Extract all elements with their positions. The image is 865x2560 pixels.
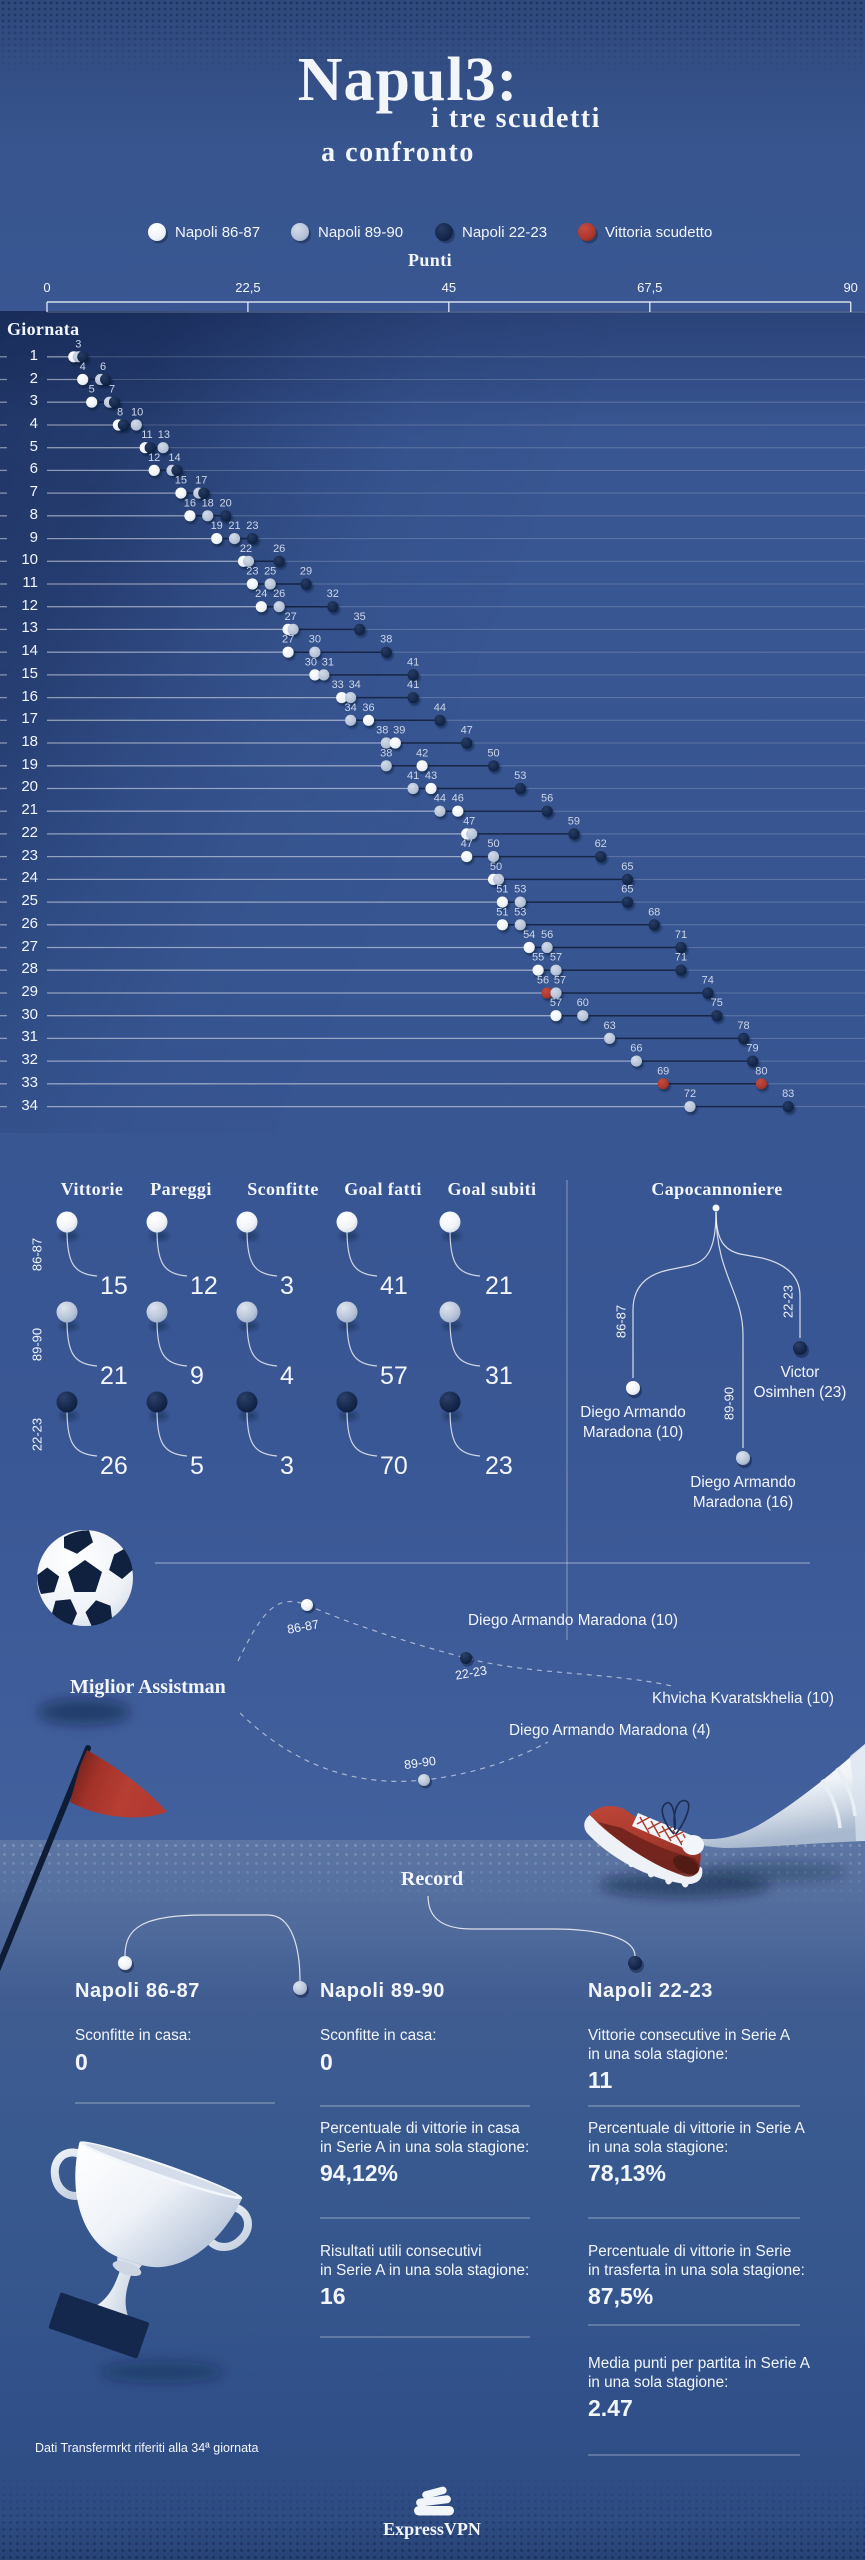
svg-text:57: 57 — [550, 997, 562, 1009]
svg-text:56: 56 — [541, 793, 553, 805]
svg-text:18: 18 — [202, 497, 214, 509]
svg-text:47: 47 — [461, 725, 473, 737]
svg-text:59: 59 — [568, 815, 580, 827]
svg-text:23: 23 — [246, 520, 258, 532]
svg-text:53: 53 — [514, 884, 526, 896]
svg-text:43: 43 — [425, 770, 437, 782]
svg-text:20: 20 — [219, 497, 231, 509]
svg-text:26: 26 — [273, 543, 285, 555]
svg-text:30: 30 — [309, 634, 321, 646]
svg-text:23: 23 — [246, 566, 258, 578]
svg-text:55: 55 — [532, 952, 544, 964]
svg-text:36: 36 — [362, 702, 374, 714]
svg-text:38: 38 — [376, 725, 388, 737]
svg-text:74: 74 — [702, 975, 714, 987]
svg-text:71: 71 — [675, 952, 687, 964]
svg-text:42: 42 — [416, 747, 428, 759]
svg-text:13: 13 — [158, 429, 170, 441]
svg-text:60: 60 — [577, 997, 589, 1009]
svg-text:54: 54 — [523, 929, 535, 941]
svg-text:27: 27 — [282, 634, 294, 646]
svg-text:66: 66 — [630, 1043, 642, 1055]
svg-text:57: 57 — [554, 975, 566, 987]
svg-text:57: 57 — [550, 952, 562, 964]
svg-text:72: 72 — [684, 1088, 696, 1100]
svg-text:6: 6 — [100, 361, 106, 373]
svg-text:17: 17 — [195, 475, 207, 487]
svg-text:5: 5 — [89, 384, 95, 396]
svg-text:75: 75 — [711, 997, 723, 1009]
svg-text:14: 14 — [168, 452, 180, 464]
svg-text:83: 83 — [782, 1088, 794, 1100]
svg-text:4: 4 — [80, 361, 86, 373]
svg-text:41: 41 — [407, 656, 419, 668]
svg-text:22: 22 — [240, 543, 252, 555]
svg-text:56: 56 — [537, 975, 549, 987]
svg-text:19: 19 — [211, 520, 223, 532]
svg-text:41: 41 — [407, 770, 419, 782]
svg-text:46: 46 — [452, 793, 464, 805]
svg-text:78: 78 — [737, 1020, 749, 1032]
svg-text:27: 27 — [284, 611, 296, 623]
svg-text:35: 35 — [353, 611, 365, 623]
svg-text:51: 51 — [496, 906, 508, 918]
svg-text:51: 51 — [496, 884, 508, 896]
svg-text:44: 44 — [434, 793, 446, 805]
svg-text:25: 25 — [264, 566, 276, 578]
svg-text:34: 34 — [349, 679, 361, 691]
svg-text:31: 31 — [322, 656, 334, 668]
svg-text:68: 68 — [648, 906, 660, 918]
svg-text:24: 24 — [255, 588, 267, 600]
svg-text:8: 8 — [117, 407, 123, 419]
svg-text:11: 11 — [141, 429, 152, 441]
svg-text:65: 65 — [621, 884, 633, 896]
svg-text:47: 47 — [461, 838, 473, 850]
svg-text:69: 69 — [657, 1065, 669, 1077]
svg-text:12: 12 — [148, 452, 160, 464]
svg-text:33: 33 — [332, 679, 344, 691]
svg-text:30: 30 — [305, 656, 317, 668]
svg-text:65: 65 — [621, 861, 633, 873]
svg-text:38: 38 — [380, 747, 392, 759]
svg-text:15: 15 — [175, 475, 187, 487]
svg-text:62: 62 — [595, 838, 607, 850]
svg-text:38: 38 — [380, 634, 392, 646]
svg-text:50: 50 — [487, 747, 499, 759]
svg-text:21: 21 — [228, 520, 240, 532]
svg-text:63: 63 — [603, 1020, 615, 1032]
svg-text:50: 50 — [490, 861, 502, 873]
svg-text:3: 3 — [75, 338, 81, 350]
svg-text:44: 44 — [434, 702, 446, 714]
svg-text:71: 71 — [675, 929, 687, 941]
svg-text:10: 10 — [131, 407, 143, 419]
svg-text:53: 53 — [514, 906, 526, 918]
svg-text:53: 53 — [514, 770, 526, 782]
svg-text:29: 29 — [300, 566, 312, 578]
svg-text:80: 80 — [755, 1065, 767, 1077]
svg-text:34: 34 — [344, 702, 356, 714]
svg-text:41: 41 — [407, 679, 419, 691]
svg-text:50: 50 — [487, 838, 499, 850]
svg-text:26: 26 — [273, 588, 285, 600]
svg-text:7: 7 — [109, 384, 115, 396]
svg-text:47: 47 — [463, 815, 475, 827]
svg-text:16: 16 — [184, 497, 196, 509]
svg-text:56: 56 — [541, 929, 553, 941]
svg-text:39: 39 — [393, 725, 405, 737]
svg-text:32: 32 — [327, 588, 339, 600]
svg-text:79: 79 — [746, 1043, 758, 1055]
